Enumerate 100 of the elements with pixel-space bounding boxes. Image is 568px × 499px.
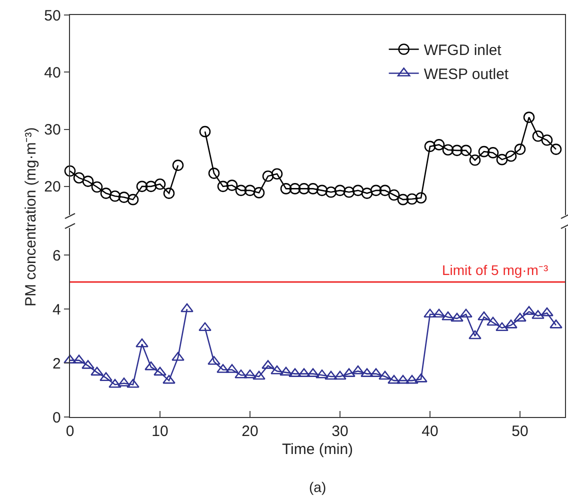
point	[126, 378, 140, 388]
point	[540, 307, 554, 316]
y-tick-label: 4	[52, 301, 61, 318]
point	[199, 126, 211, 138]
point	[162, 374, 176, 384]
point	[550, 144, 562, 155]
point	[505, 150, 517, 162]
point	[397, 194, 409, 206]
point	[172, 352, 184, 361]
point	[450, 312, 464, 322]
point	[532, 130, 544, 142]
point	[180, 303, 194, 312]
point	[325, 186, 337, 198]
point	[433, 139, 445, 150]
point	[460, 308, 472, 318]
point	[478, 146, 490, 158]
y-tick-label: 6	[52, 247, 61, 264]
point	[100, 188, 112, 199]
y-tick-label: 50	[44, 7, 61, 24]
point	[109, 190, 121, 202]
point	[235, 184, 247, 196]
point	[154, 366, 166, 376]
point	[379, 184, 391, 196]
point	[82, 176, 94, 187]
point	[541, 134, 553, 146]
legend-label: WESP outlet	[424, 66, 510, 84]
y-tick-label: 30	[44, 122, 61, 139]
point	[244, 184, 256, 196]
point	[334, 370, 346, 380]
point	[334, 184, 346, 196]
point	[460, 144, 472, 156]
point	[486, 316, 500, 326]
x-tick-label: 30	[332, 423, 348, 440]
point	[108, 378, 122, 388]
x-tick-label: 20	[242, 423, 258, 440]
point	[198, 322, 212, 332]
point	[289, 183, 301, 194]
point	[252, 370, 266, 380]
x-tick-label: 0	[66, 423, 74, 440]
point	[253, 187, 265, 198]
point	[478, 311, 490, 320]
point	[226, 180, 238, 191]
ref-line-label: Limit of 5 mg·m⁻³	[442, 262, 548, 278]
point	[514, 312, 526, 322]
point	[144, 361, 158, 370]
point	[361, 188, 373, 199]
point	[396, 374, 410, 384]
point	[415, 192, 427, 204]
point	[487, 147, 499, 158]
point	[324, 370, 338, 380]
y-tick-label: 40	[44, 64, 61, 82]
y-tick-label: 2	[52, 355, 61, 372]
point	[442, 311, 454, 320]
legend-label: WFGD inlet	[424, 42, 502, 60]
y-axis-title: PM concentration (mg·m⁻³)	[22, 127, 40, 306]
point	[343, 186, 355, 198]
point	[172, 160, 184, 171]
point	[442, 144, 454, 156]
point	[262, 170, 274, 182]
point	[388, 189, 400, 201]
point	[73, 172, 85, 184]
x-tick-label: 40	[422, 423, 438, 440]
point	[406, 193, 418, 205]
point	[496, 154, 508, 166]
point	[270, 365, 284, 374]
point	[496, 322, 508, 332]
point	[424, 308, 436, 318]
point	[523, 112, 535, 123]
point	[298, 183, 310, 194]
point	[280, 183, 292, 194]
point	[163, 188, 175, 199]
point	[136, 338, 148, 348]
point	[154, 178, 166, 190]
point	[352, 184, 364, 196]
point	[136, 180, 148, 192]
text: (a)	[309, 479, 326, 495]
point	[469, 154, 481, 166]
point	[208, 168, 220, 179]
point	[424, 140, 436, 152]
y-tick-label: 20	[44, 178, 61, 196]
point	[316, 184, 328, 196]
point	[468, 330, 482, 340]
point	[64, 165, 76, 177]
point	[271, 168, 283, 180]
y-tick-label: 0	[52, 409, 61, 426]
point	[217, 180, 229, 192]
point	[118, 192, 130, 203]
point	[370, 184, 382, 196]
x-axis-title: Time (min)	[282, 441, 354, 458]
point	[388, 374, 400, 384]
x-tick-label: 50	[512, 423, 528, 440]
point	[307, 183, 319, 194]
point	[432, 308, 446, 318]
point	[280, 366, 292, 376]
point	[90, 366, 104, 376]
point	[451, 144, 463, 156]
point	[91, 181, 103, 193]
point	[145, 180, 157, 192]
point	[378, 370, 392, 380]
point	[127, 194, 139, 206]
